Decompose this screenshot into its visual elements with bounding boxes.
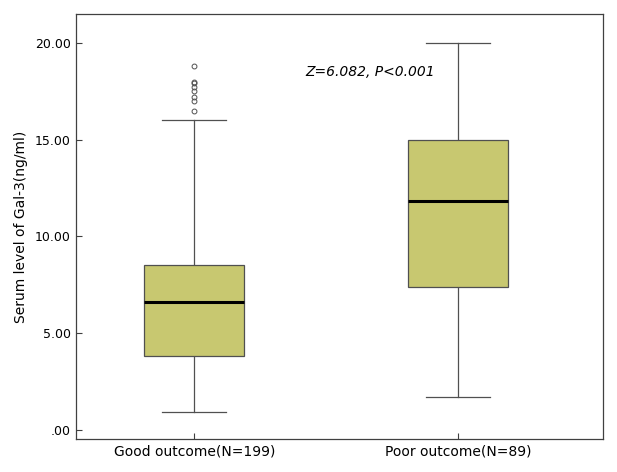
- Y-axis label: Serum level of Gal-3(ng/ml): Serum level of Gal-3(ng/ml): [14, 130, 28, 323]
- Bar: [408, 140, 508, 287]
- Text: Z=6.082, P<0.001: Z=6.082, P<0.001: [305, 65, 434, 79]
- Bar: [144, 265, 244, 356]
